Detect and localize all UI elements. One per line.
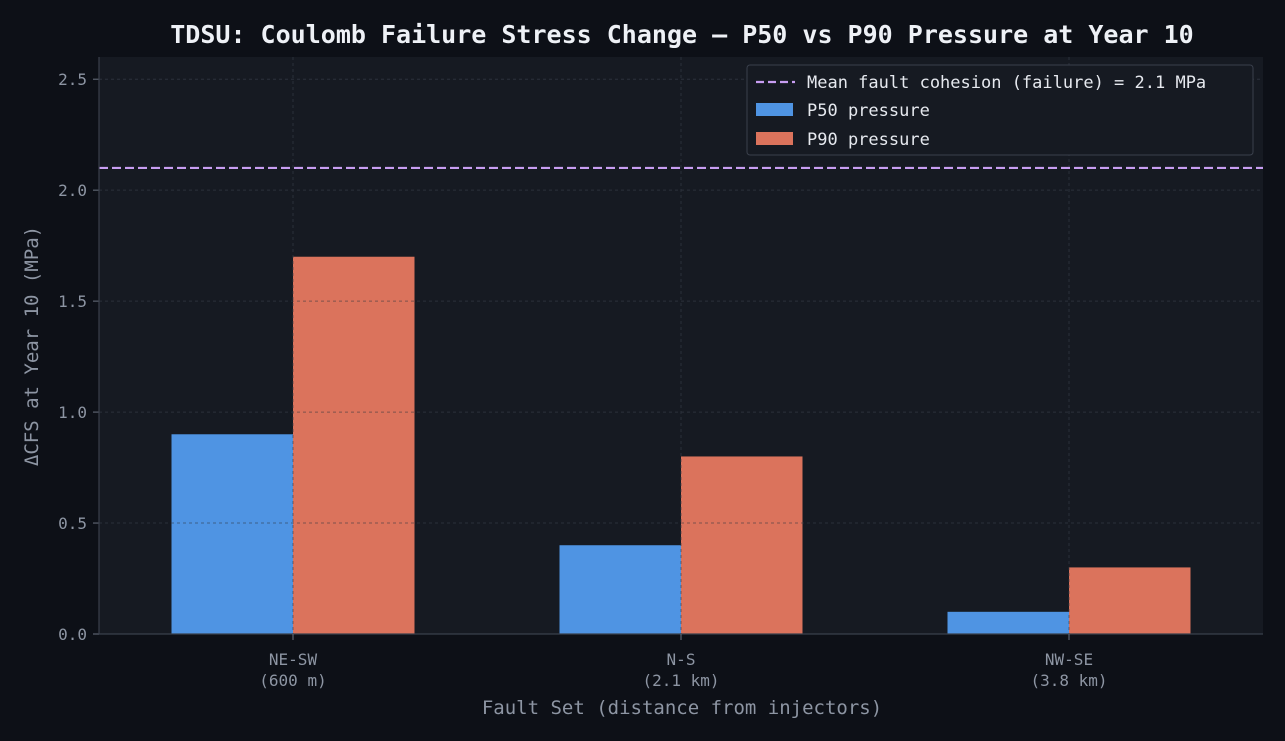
- p90-bar: [1069, 567, 1191, 634]
- p50-bar: [947, 611, 1069, 634]
- x-tick-label: NW-SE: [1045, 650, 1093, 669]
- legend: Mean fault cohesion (failure) = 2.1 MPa …: [746, 64, 1254, 156]
- y-tick-label: 0.0: [58, 625, 87, 644]
- x-tick-label: (600 m): [259, 671, 326, 690]
- legend-p90-swatch: [756, 132, 793, 145]
- y-tick-label: 1.5: [58, 292, 87, 311]
- y-tick-label: 0.5: [58, 514, 87, 533]
- x-tick-label: N-S: [667, 650, 696, 669]
- legend-p50-label: P50 pressure: [807, 101, 930, 121]
- tick-labels: 0.0 0.5 1.0 1.5 2.0 2.5 NE-SW (600 m) N-S (2.1 km…: [58, 70, 1107, 690]
- p50-bar: [171, 434, 293, 634]
- x-tick-label: (3.8 km): [1030, 671, 1107, 690]
- y-axis-label: ΔCFS at Year 10 (MPa): [21, 226, 43, 466]
- p90-bar: [681, 456, 803, 634]
- legend-reference-label: Mean fault cohesion (failure) = 2.1 MPa: [807, 73, 1206, 93]
- legend-box: [746, 64, 1254, 156]
- y-tick-label: 2.0: [58, 181, 87, 200]
- x-axis-label: Fault Set (distance from injectors): [482, 697, 882, 719]
- chart-title: TDSU: Coulomb Failure Stress Change — P5…: [170, 20, 1194, 49]
- x-tick-label: NE-SW: [269, 650, 318, 669]
- y-tick-label: 1.0: [58, 403, 87, 422]
- p50-bar: [559, 545, 681, 634]
- p90-bar: [293, 256, 415, 634]
- bars: [99, 57, 1263, 634]
- grid-overlay: [99, 57, 1263, 634]
- legend-p50-swatch: [756, 103, 793, 116]
- y-tick-label: 2.5: [58, 70, 87, 89]
- legend-p90-label: P90 pressure: [807, 130, 930, 150]
- x-tick-label: (2.1 km): [642, 671, 719, 690]
- axes: [93, 57, 1263, 640]
